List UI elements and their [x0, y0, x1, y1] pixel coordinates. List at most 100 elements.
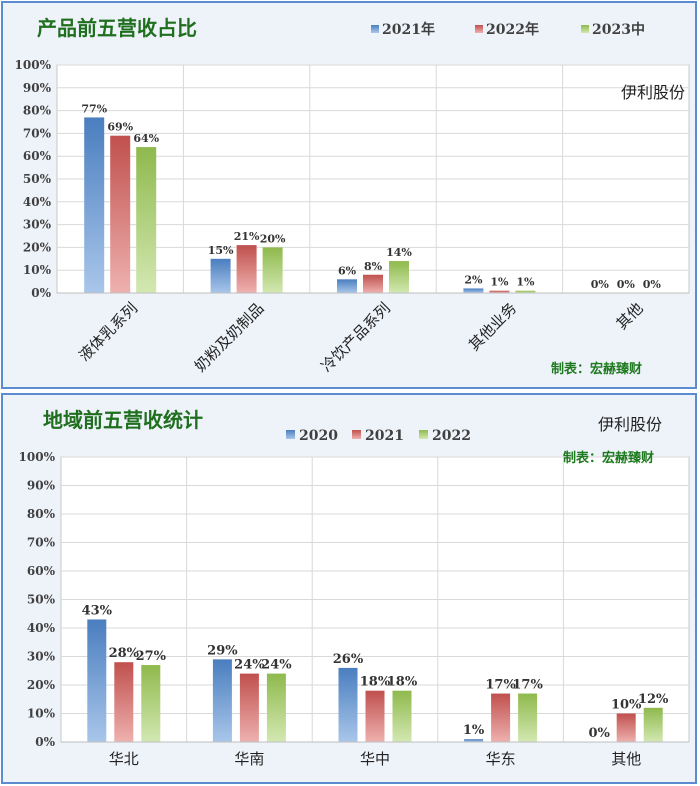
bar-2022年-冷饮产品系列	[363, 274, 383, 293]
bar-2022-其他	[643, 707, 663, 742]
data-label: 12%	[638, 692, 669, 707]
bar-2021-华北	[114, 662, 134, 742]
category-label: 冷饮产品系列	[317, 299, 393, 375]
y-tick-label: 80%	[23, 104, 52, 118]
data-label: 17%	[485, 678, 516, 693]
bar-2021-华东	[491, 693, 511, 742]
data-label: 26%	[333, 652, 364, 667]
bar-2020-华北	[87, 619, 107, 742]
data-label: 8%	[364, 260, 383, 273]
y-tick-label: 100%	[15, 58, 52, 72]
category-label: 奶粉及奶制品	[191, 299, 267, 375]
bar-2021年-液体乳系列	[84, 117, 105, 293]
data-label: 1%	[463, 723, 485, 738]
bar-2022-华南	[266, 673, 286, 742]
data-label: 15%	[208, 244, 234, 257]
plot-area: 0%10%20%30%40%50%60%70%80%90%100%43%29%2…	[19, 450, 690, 768]
bar-2022年-其他业务	[489, 290, 510, 293]
data-label: 69%	[107, 121, 133, 134]
y-tick-label: 40%	[27, 621, 56, 635]
data-label: 43%	[82, 603, 113, 618]
bar-2023中-其他业务	[515, 290, 536, 293]
data-label: 0%	[588, 726, 610, 741]
y-tick-label: 20%	[27, 678, 56, 692]
bar-2022-华中	[392, 690, 412, 742]
data-label: 0%	[617, 278, 636, 291]
legend-swatch-2020	[286, 430, 295, 439]
bar-2022年-奶粉及奶制品	[236, 245, 257, 293]
y-tick-label: 40%	[23, 195, 52, 209]
y-tick-label: 100%	[19, 450, 56, 464]
legend-label-2023: 2023中	[592, 21, 645, 38]
data-label: 64%	[133, 132, 159, 145]
category-label: 华东	[486, 750, 516, 768]
bar-2021年-其他业务	[463, 288, 484, 293]
bar-2021年-奶粉及奶制品	[210, 258, 231, 293]
company-name: 伊利股份	[621, 83, 685, 102]
y-tick-label: 10%	[23, 263, 52, 277]
data-label: 17%	[512, 678, 543, 693]
data-label: 24%	[261, 658, 292, 673]
data-label: 0%	[643, 278, 662, 291]
legend-swatch-2022	[419, 430, 428, 439]
bar-2022-华北	[141, 665, 161, 742]
legend-label-2022: 2022年	[486, 21, 539, 38]
bar-2020-华南	[212, 659, 232, 742]
data-label: 10%	[611, 698, 642, 713]
table-maker: 制表：宏赫臻财	[563, 450, 654, 466]
legend: 2020 2021 2022	[286, 428, 471, 444]
bar-2023中-液体乳系列	[136, 147, 157, 293]
category-label: 华中	[360, 750, 390, 768]
bar-2023中-奶粉及奶制品	[262, 247, 283, 293]
category-label: 华南	[234, 750, 264, 768]
legend-swatch-2021	[371, 25, 379, 33]
y-tick-label: 50%	[23, 172, 52, 186]
legend-label-2021: 2021	[365, 428, 404, 444]
legend-label-2021: 2021年	[382, 21, 435, 38]
y-tick-label: 90%	[27, 479, 56, 493]
bar-2021年-冷饮产品系列	[337, 279, 357, 293]
chart-title: 地域前五营收统计	[43, 408, 203, 432]
y-tick-label: 90%	[23, 81, 52, 95]
legend-swatch-2023	[581, 25, 589, 33]
company-name: 伊利股份	[598, 415, 662, 434]
category-label: 华北	[109, 750, 139, 768]
y-tick-label: 60%	[27, 564, 56, 578]
bar-2020-华东	[464, 739, 484, 742]
y-tick-label: 50%	[27, 593, 56, 607]
bar-2021-其他	[616, 713, 636, 742]
legend-label-2022: 2022	[432, 428, 471, 444]
data-label: 18%	[387, 675, 418, 690]
data-label: 0%	[591, 278, 610, 291]
bar-2022年-液体乳系列	[110, 135, 131, 293]
bar-2021-华中	[365, 690, 385, 742]
data-label: 21%	[234, 230, 260, 243]
product-revenue-chart: 产品前五营收占比 2021年 2022年 2023中 0% 10% 20% 30% 40…	[15, 16, 690, 377]
region-revenue-chart: 地域前五营收统计 2020 2021 2022 0%10%20%30%40%50…	[19, 408, 690, 768]
plot-area: 0% 10% 20% 30% 40% 50% 60% 70% 80% 90% 100% 77% 15% 6…	[15, 58, 690, 375]
product-revenue-panel: 产品前五营收占比 2021年 2022年 2023中 0% 10% 20% 30% 40…	[1, 1, 697, 389]
y-tick-label: 20%	[23, 240, 52, 254]
legend-label-2020: 2020	[299, 428, 338, 444]
chart-title: 产品前五营收占比	[37, 16, 197, 40]
legend-swatch-2021	[352, 430, 361, 439]
data-label: 18%	[360, 675, 391, 690]
bar-2022-华东	[518, 693, 538, 742]
data-label: 28%	[109, 646, 140, 661]
category-label: 其他业务	[465, 299, 520, 354]
y-tick-label: 10%	[27, 707, 56, 721]
category-label: 其他	[613, 299, 647, 333]
data-label: 6%	[338, 264, 357, 277]
y-tick-label: 70%	[23, 126, 52, 140]
legend: 2021年 2022年 2023中	[371, 21, 645, 38]
data-label: 77%	[81, 102, 107, 115]
data-label: 1%	[516, 276, 535, 289]
data-label: 20%	[260, 232, 286, 245]
data-label: 24%	[234, 658, 265, 673]
y-tick-label: 0%	[35, 735, 55, 749]
y-tick-label: 0%	[31, 286, 51, 300]
data-label: 27%	[136, 649, 167, 664]
table-maker: 制表：宏赫臻财	[551, 361, 642, 377]
data-label: 14%	[386, 246, 412, 259]
bar-2021-华南	[239, 673, 259, 742]
